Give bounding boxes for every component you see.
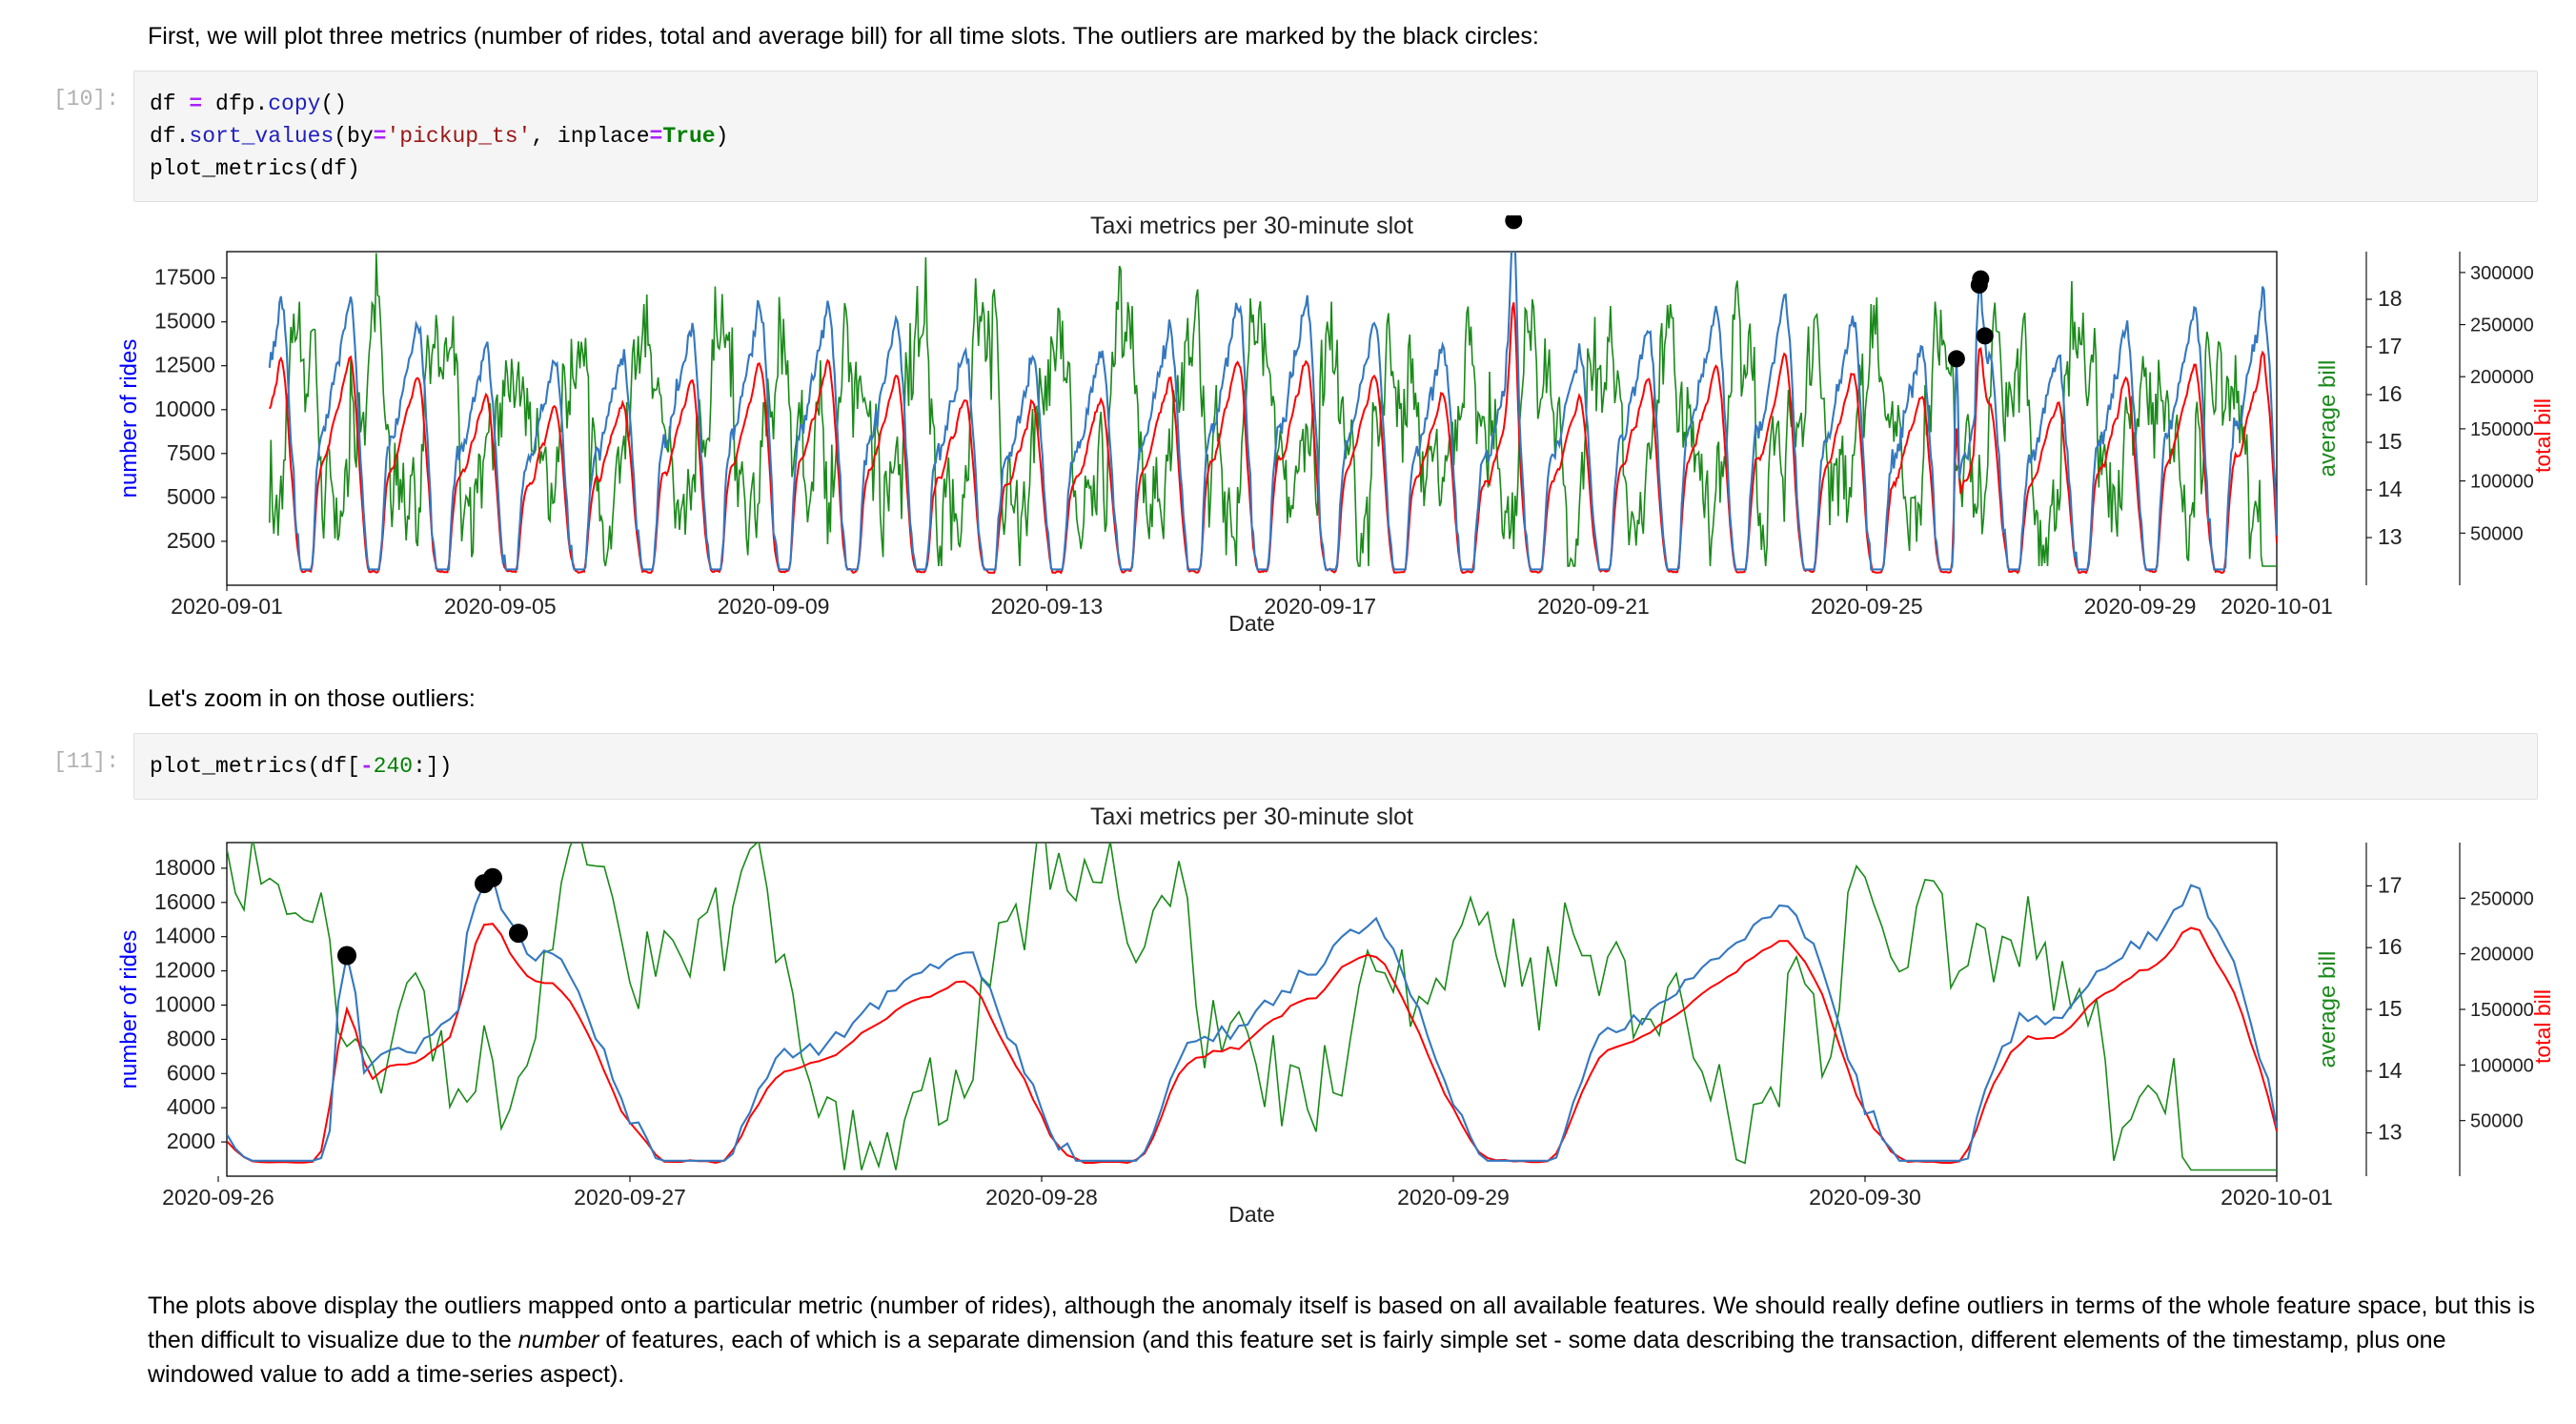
- svg-text:2020-09-17: 2020-09-17: [1264, 594, 1376, 619]
- svg-text:15000: 15000: [154, 309, 215, 334]
- svg-text:8000: 8000: [167, 1026, 215, 1050]
- svg-text:150000: 150000: [2470, 1000, 2534, 1021]
- svg-text:2020-09-25: 2020-09-25: [1811, 594, 1923, 619]
- svg-text:100000: 100000: [2470, 472, 2534, 493]
- svg-text:2020-09-21: 2020-09-21: [1537, 594, 1650, 619]
- svg-text:15: 15: [2378, 429, 2403, 454]
- svg-text:14000: 14000: [154, 924, 215, 948]
- svg-text:17500: 17500: [154, 265, 215, 290]
- svg-text:16000: 16000: [154, 889, 215, 914]
- svg-text:13: 13: [2378, 1120, 2403, 1145]
- svg-text:12500: 12500: [154, 353, 215, 377]
- svg-text:15: 15: [2378, 996, 2403, 1021]
- svg-text:number of rides: number of rides: [116, 339, 142, 498]
- svg-text:2020-10-01: 2020-10-01: [2221, 594, 2333, 619]
- svg-text:16: 16: [2378, 934, 2403, 959]
- svg-text:2020-10-01: 2020-10-01: [2221, 1185, 2333, 1210]
- svg-text:4000: 4000: [167, 1094, 215, 1119]
- svg-text:2020-09-29: 2020-09-29: [2084, 594, 2197, 619]
- svg-text:5000: 5000: [167, 484, 215, 509]
- svg-text:2020-09-30: 2020-09-30: [1809, 1185, 1921, 1210]
- svg-text:average bill: average bill: [2315, 360, 2341, 478]
- svg-text:2020-09-26: 2020-09-26: [162, 1185, 274, 1210]
- svg-text:2500: 2500: [167, 528, 215, 553]
- svg-text:average bill: average bill: [2315, 951, 2341, 1068]
- svg-text:16: 16: [2378, 381, 2403, 406]
- svg-text:2020-09-28: 2020-09-28: [985, 1185, 1098, 1210]
- svg-text:Taxi metrics per 30-minute slo: Taxi metrics per 30-minute slot: [1090, 806, 1413, 830]
- svg-text:total bill: total bill: [2530, 398, 2555, 473]
- svg-text:100000: 100000: [2470, 1055, 2534, 1076]
- svg-text:200000: 200000: [2470, 945, 2534, 966]
- svg-text:250000: 250000: [2470, 315, 2534, 336]
- svg-text:2020-09-01: 2020-09-01: [171, 594, 283, 619]
- svg-text:2020-09-13: 2020-09-13: [991, 594, 1104, 619]
- svg-text:12000: 12000: [154, 958, 215, 983]
- svg-text:14: 14: [2378, 1058, 2403, 1083]
- svg-text:10000: 10000: [154, 397, 215, 421]
- svg-text:150000: 150000: [2470, 419, 2534, 440]
- svg-text:300000: 300000: [2470, 263, 2534, 284]
- svg-text:Date: Date: [1228, 1202, 1275, 1227]
- svg-text:18000: 18000: [154, 855, 215, 880]
- svg-text:Date: Date: [1228, 611, 1275, 636]
- svg-text:2000: 2000: [167, 1129, 215, 1153]
- svg-text:2020-09-27: 2020-09-27: [574, 1185, 686, 1210]
- svg-text:17: 17: [2378, 872, 2403, 897]
- svg-text:50000: 50000: [2470, 523, 2524, 544]
- svg-text:7500: 7500: [167, 440, 215, 465]
- svg-text:10000: 10000: [154, 992, 215, 1017]
- svg-text:200000: 200000: [2470, 367, 2534, 388]
- svg-text:13: 13: [2378, 524, 2403, 549]
- svg-text:2020-09-29: 2020-09-29: [1397, 1185, 1510, 1210]
- svg-text:total bill: total bill: [2530, 989, 2555, 1064]
- svg-text:50000: 50000: [2470, 1111, 2524, 1132]
- svg-text:17: 17: [2378, 334, 2403, 358]
- svg-text:2020-09-09: 2020-09-09: [718, 594, 830, 619]
- svg-text:6000: 6000: [167, 1060, 215, 1085]
- svg-text:2020-09-05: 2020-09-05: [444, 594, 557, 619]
- svg-text:18: 18: [2378, 286, 2403, 311]
- svg-text:14: 14: [2378, 477, 2403, 501]
- svg-text:Taxi metrics per 30-minute slo: Taxi metrics per 30-minute slot: [1090, 215, 1413, 239]
- svg-text:250000: 250000: [2470, 888, 2534, 909]
- svg-text:number of rides: number of rides: [116, 930, 142, 1089]
